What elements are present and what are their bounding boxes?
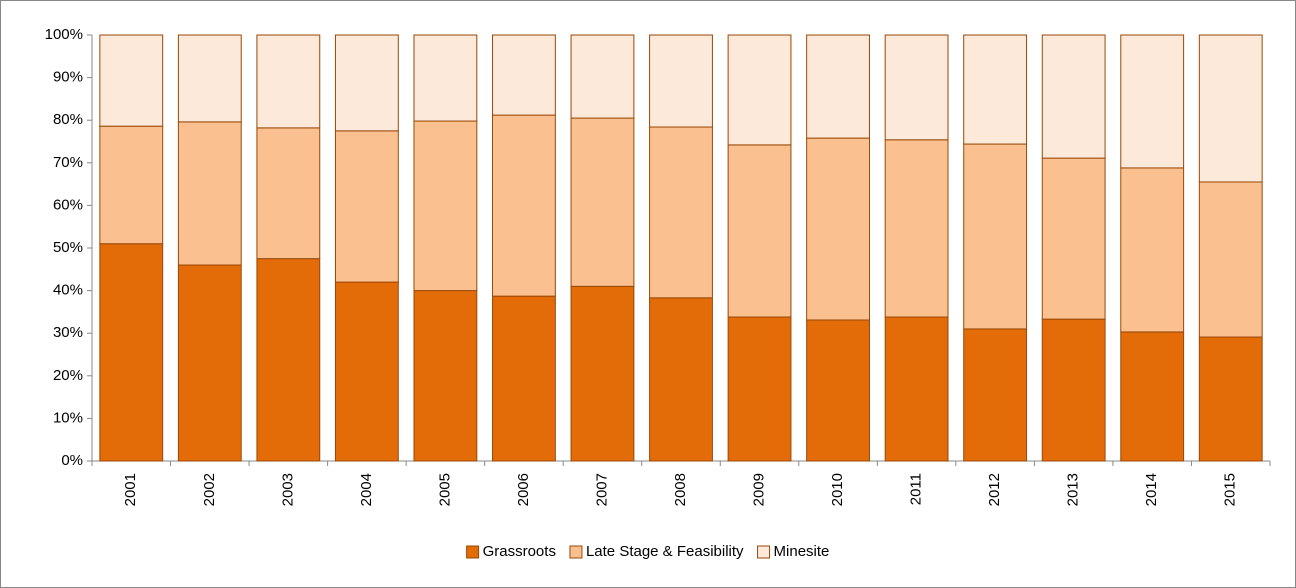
bar-segment xyxy=(806,319,870,462)
y-tick-label: 60% xyxy=(53,196,83,213)
bar-segment xyxy=(256,34,321,129)
bar-segment xyxy=(963,328,1028,462)
bar-segment xyxy=(492,34,556,116)
bar-segment xyxy=(1041,34,1106,159)
x-tick-label: 2013 xyxy=(1065,473,1082,506)
x-tick-label: 2011 xyxy=(908,473,925,505)
bar-segment xyxy=(1120,331,1185,462)
bar-segment xyxy=(1198,181,1263,338)
bar-segment xyxy=(492,114,556,297)
bar-segment xyxy=(334,281,399,462)
bar-segment xyxy=(1198,336,1263,462)
x-tick-label: 2008 xyxy=(672,473,689,506)
y-tick-label: 90% xyxy=(53,69,83,86)
bar-segment xyxy=(177,121,242,266)
bar-segment xyxy=(413,34,478,122)
bar-segment xyxy=(727,34,792,146)
bar-segment xyxy=(570,117,635,287)
bar-segment xyxy=(413,290,478,462)
bar-segment xyxy=(963,143,1028,330)
bar-segment xyxy=(177,34,242,123)
bar-segment xyxy=(570,285,635,462)
x-tick-label: 2001 xyxy=(122,473,139,506)
bar-segment xyxy=(884,316,949,462)
bar-segment xyxy=(1041,157,1106,320)
bar-segment xyxy=(177,264,242,462)
bar-segment xyxy=(884,139,949,318)
x-tick-label: 2015 xyxy=(1222,473,1239,506)
bar-segment xyxy=(806,34,870,139)
x-tick-label: 2009 xyxy=(751,473,768,506)
y-tick-label: 70% xyxy=(53,154,83,171)
bar-segment xyxy=(727,316,792,462)
bar-segment xyxy=(256,258,321,462)
bar-segment xyxy=(570,34,635,119)
y-tick-label: 20% xyxy=(53,367,83,384)
x-tick-label: 2006 xyxy=(515,473,532,506)
x-tick-label: 2004 xyxy=(358,473,375,506)
bar-segment xyxy=(806,137,870,321)
bar-segment xyxy=(99,125,164,245)
legend-swatch xyxy=(569,545,583,559)
y-tick-label: 30% xyxy=(53,324,83,341)
legend: Grassroots Late Stage & Feasibility Minesi… xyxy=(466,543,830,560)
bar-segment xyxy=(1041,318,1106,462)
bar-segment xyxy=(1120,34,1185,169)
y-tick-label: 100% xyxy=(45,26,83,43)
bar-segment xyxy=(727,144,792,318)
y-tick-label: 0% xyxy=(61,452,83,469)
bar-segment xyxy=(649,297,713,462)
x-tick-label: 2002 xyxy=(201,473,218,506)
x-tick-label: 2010 xyxy=(829,473,846,506)
x-tick-label: 2005 xyxy=(436,473,453,506)
bar-segment xyxy=(1198,34,1263,183)
bar-segment xyxy=(649,126,713,299)
x-tick-label: 2014 xyxy=(1143,473,1160,506)
y-tick-label: 80% xyxy=(53,111,83,128)
legend-label: Grassroots xyxy=(483,543,556,560)
bar-segment xyxy=(334,130,399,283)
legend-swatch xyxy=(466,545,480,559)
y-tick-label: 50% xyxy=(53,239,83,256)
bar-segment xyxy=(884,34,949,141)
x-tick-label: 2007 xyxy=(593,473,610,506)
y-tick-label: 10% xyxy=(53,409,83,426)
x-tick-label: 2003 xyxy=(279,473,296,506)
bar-segment xyxy=(492,295,556,462)
bar-segment xyxy=(99,243,164,462)
bar-segment xyxy=(256,127,321,260)
x-tick-label: 2012 xyxy=(986,473,1003,506)
legend-label: Late Stage & Feasibility xyxy=(586,543,744,560)
legend-swatch xyxy=(757,545,771,559)
bar-segment xyxy=(334,34,399,132)
bar-segment xyxy=(1120,167,1185,333)
legend-label: Minesite xyxy=(774,543,830,560)
bar-segment xyxy=(649,34,713,128)
bar-segment xyxy=(963,34,1028,145)
bar-segment xyxy=(413,120,478,292)
bar-segment xyxy=(99,34,164,127)
y-tick-label: 40% xyxy=(53,282,83,299)
